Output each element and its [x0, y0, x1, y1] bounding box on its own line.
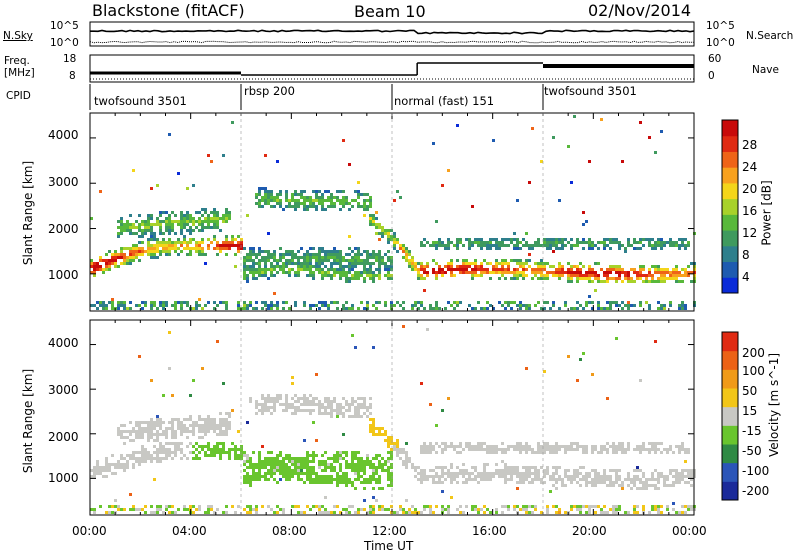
power-colorbar-swatch-10 — [722, 120, 738, 137]
velocity-colorbar-swatch-0 — [722, 481, 738, 501]
velocity-colorbar-swatch-7 — [722, 350, 738, 370]
power-colorbar-swatch-2 — [722, 245, 738, 263]
power-colorbar-swatch-8 — [722, 151, 738, 168]
xtick-2: 08:00 — [272, 524, 307, 538]
noise-panel-frame — [89, 21, 695, 47]
velocity-colorbar-frame — [721, 331, 739, 501]
velocity-ytick-3000: 3000 — [48, 383, 79, 397]
velocity-ytick-2000: 2000 — [48, 430, 79, 444]
velocity-colorbar-swatch-1 — [722, 462, 738, 482]
xtick-1: 04:00 — [172, 524, 207, 538]
velocity-colorbar-swatch-4 — [722, 406, 738, 426]
station-title: Blackstone (fitACF) — [92, 1, 245, 20]
power-colorbar-swatch-3 — [722, 230, 738, 247]
vel-cbar-tick-minus50: -50 — [742, 444, 762, 458]
power-ytick-4000: 4000 — [48, 128, 79, 142]
xtick-6: 00:00 — [672, 524, 707, 538]
date-label: 02/Nov/2014 — [588, 1, 692, 20]
nave-label: Nave — [752, 64, 779, 76]
power-cbar-tick-24: 24 — [742, 160, 758, 174]
power-ytick-3000: 3000 — [48, 175, 79, 189]
velocity-colorbar-swatch-8 — [722, 332, 738, 352]
noise-tick-left-low: 10^0 — [50, 37, 79, 49]
freq-tick-high: 18 — [63, 53, 77, 65]
xtick-3: 12:00 — [372, 524, 407, 538]
nave-tick-high: 60 — [708, 53, 722, 65]
power-cbar-tick-28: 28 — [742, 138, 758, 152]
power-cbar-tick-20: 20 — [742, 182, 758, 196]
nsearch-label: N.Search — [746, 30, 794, 42]
vel-cbar-tick-minus15: -15 — [742, 424, 762, 438]
power-cbar-tick-16: 16 — [742, 204, 758, 218]
beam-label: Beam 10 — [354, 2, 426, 21]
nsky-label: N.Sky — [3, 30, 33, 42]
freq-panel-frame — [89, 54, 695, 83]
vel-cbar-tick-50: 50 — [742, 384, 758, 398]
xaxis-label: Time UT — [364, 539, 414, 553]
power-colorbar-swatch-1 — [722, 261, 738, 278]
power-ytick-2000: 2000 — [48, 222, 79, 236]
power-colorbar-swatch-4 — [722, 214, 738, 231]
vel-cbar-tick-100: 100 — [742, 364, 765, 378]
noise-search-line — [89, 40, 694, 44]
cpid-segment-1: twofsound 3501 — [94, 94, 187, 108]
vel-cbar-tick-minus200: -200 — [742, 484, 770, 498]
cpid-label: CPID — [6, 90, 31, 102]
velocity-colorbar-swatch-5 — [722, 388, 738, 408]
power-cbar-tick-8: 8 — [742, 248, 750, 262]
velocity-ytick-1000: 1000 — [48, 471, 79, 485]
velocity-colorbar-swatch-2 — [722, 444, 738, 464]
noise-sky-line — [90, 29, 695, 35]
freq-label-line1: Freq. — [4, 55, 30, 67]
freq-label-line2: [MHz] — [4, 67, 35, 79]
velocity-ytick-4000: 4000 — [48, 336, 79, 350]
cpid-segment-4: twofsound 3501 — [544, 84, 637, 98]
noise-tick-left-high: 10^5 — [50, 20, 79, 32]
power-cbar-tick-12: 12 — [742, 226, 758, 240]
power-colorbar-swatch-5 — [722, 198, 738, 215]
power-colorbar-swatch-7 — [722, 167, 738, 184]
vel-cbar-tick-200: 200 — [742, 346, 765, 360]
xtick-0: 00:00 — [72, 524, 107, 538]
cpid-segment-2: rbsp 200 — [244, 84, 295, 98]
power-colorbar-swatch-9 — [722, 135, 738, 152]
cpid-segment-3: normal (fast) 151 — [394, 94, 495, 108]
vel-cbar-tick-15: 15 — [742, 404, 758, 418]
freq-tick-low: 8 — [69, 70, 76, 82]
velocity-colorbar-swatch-3 — [722, 425, 738, 445]
power-cbar-tick-4: 4 — [742, 270, 750, 284]
xtick-4: 16:00 — [472, 524, 507, 538]
power-colorbar-swatch-6 — [722, 182, 738, 200]
xtick-5: 20:00 — [572, 524, 607, 538]
velocity-colorbar-swatch-6 — [722, 369, 738, 389]
power-ytick-1000: 1000 — [48, 268, 79, 282]
vel-cbar-tick-minus100: -100 — [742, 464, 770, 478]
nave-tick-low: 0 — [708, 70, 715, 82]
noise-tick-right-low: 10^0 — [706, 37, 735, 49]
power-colorbar-swatch-0 — [722, 277, 738, 294]
power-colorbar-frame — [721, 119, 739, 294]
noise-tick-right-high: 10^5 — [706, 20, 735, 32]
